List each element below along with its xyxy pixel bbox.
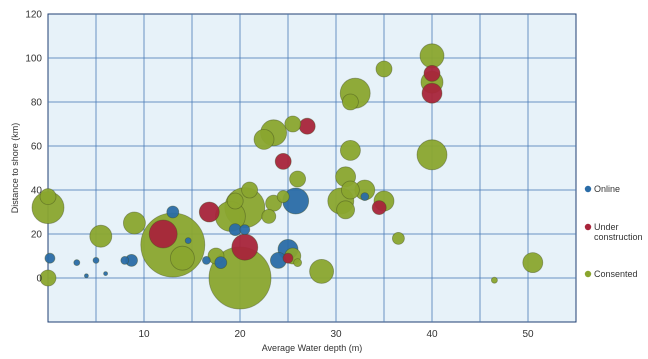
x-tick-label: 40 <box>426 329 438 340</box>
bubble-online <box>73 259 81 267</box>
bubble-under-construction <box>423 65 441 82</box>
y-tick-label: 20 <box>31 230 43 241</box>
bubble-consented <box>490 276 498 284</box>
bubble-under-construction <box>274 152 292 170</box>
bubble-consented <box>391 231 405 245</box>
legend-marker-consented <box>584 270 592 278</box>
bubble-consented <box>309 258 335 284</box>
bubble-consented <box>289 170 307 188</box>
y-tick-label: 100 <box>25 54 42 65</box>
bubble-consented <box>336 200 356 220</box>
y-tick-label: 80 <box>31 98 43 109</box>
bubble-online <box>201 255 211 265</box>
bubble-online <box>239 224 251 236</box>
x-axis-ticks: 10 20 30 40 50 <box>138 329 534 340</box>
y-tick-label: 120 <box>25 10 42 21</box>
bubble-online <box>84 273 89 279</box>
bubble-consented <box>375 60 393 78</box>
legend-label-line: Consented <box>594 269 638 279</box>
bubble-consented <box>140 212 206 278</box>
bubble-consented <box>89 224 113 248</box>
bubble-online <box>214 256 228 270</box>
bubble-consented <box>261 208 277 224</box>
bubble-online <box>360 192 370 202</box>
legend-label-online: Online <box>594 184 620 194</box>
bubble-under-construction <box>421 82 443 104</box>
legend-label-line: construction <box>594 232 643 242</box>
bubble-consented <box>241 181 259 199</box>
bubble-under-construction <box>298 117 316 135</box>
legend-marker-under-construction <box>584 223 592 231</box>
y-axis-ticks: 0 20 40 60 80 100 120 <box>25 10 42 285</box>
legend-label-under-construction: Under construction <box>594 222 643 242</box>
bubble-online <box>120 255 130 265</box>
x-tick-label: 50 <box>522 329 534 340</box>
bubble-consented <box>226 192 244 210</box>
bubble-consented <box>276 190 290 204</box>
bubble-under-construction <box>231 233 259 261</box>
x-axis-title: Average Water depth (m) <box>262 343 363 353</box>
y-tick-label: 0 <box>36 274 42 285</box>
legend-label-line: Under <box>594 222 619 232</box>
bubble-consented <box>265 194 283 212</box>
bubble-layer <box>31 43 544 310</box>
legend-label-consented: Consented <box>594 269 638 279</box>
y-tick-label: 40 <box>31 186 43 197</box>
grid-lines <box>48 14 576 322</box>
bubble-consented <box>284 115 302 133</box>
legend-marker-online <box>584 185 592 193</box>
bubble-under-construction <box>148 219 178 249</box>
bubble-under-construction <box>371 200 387 216</box>
bubble-consented <box>253 128 275 150</box>
x-tick-label: 10 <box>138 329 150 340</box>
bubble-consented <box>341 93 359 111</box>
bubble-consented <box>169 245 195 271</box>
bubble-consented <box>522 252 544 274</box>
y-tick-label: 60 <box>31 142 43 153</box>
bubble-consented <box>122 211 146 235</box>
bubble-consented <box>416 139 448 171</box>
bubble-online <box>44 252 56 264</box>
bubble-online <box>103 271 108 277</box>
bubble-online <box>228 223 242 237</box>
bubble-online <box>92 256 100 264</box>
legend: Online Under construction Consented <box>584 184 643 279</box>
x-tick-label: 30 <box>330 329 342 340</box>
legend-label-line: Online <box>594 184 620 194</box>
bubble-consented <box>39 269 57 287</box>
bubble-consented <box>340 180 360 200</box>
x-tick-label: 20 <box>234 329 246 340</box>
bubble-consented <box>39 188 57 206</box>
bubble-online <box>184 237 192 245</box>
y-axis-title: Distance to shore (km) <box>10 123 20 214</box>
bubble-consented <box>419 43 445 69</box>
bubble-consented <box>293 258 303 268</box>
bubble-under-construction <box>198 201 220 223</box>
bubble-under-construction <box>282 252 294 264</box>
bubble-online <box>166 205 180 219</box>
bubble-consented <box>339 139 361 161</box>
